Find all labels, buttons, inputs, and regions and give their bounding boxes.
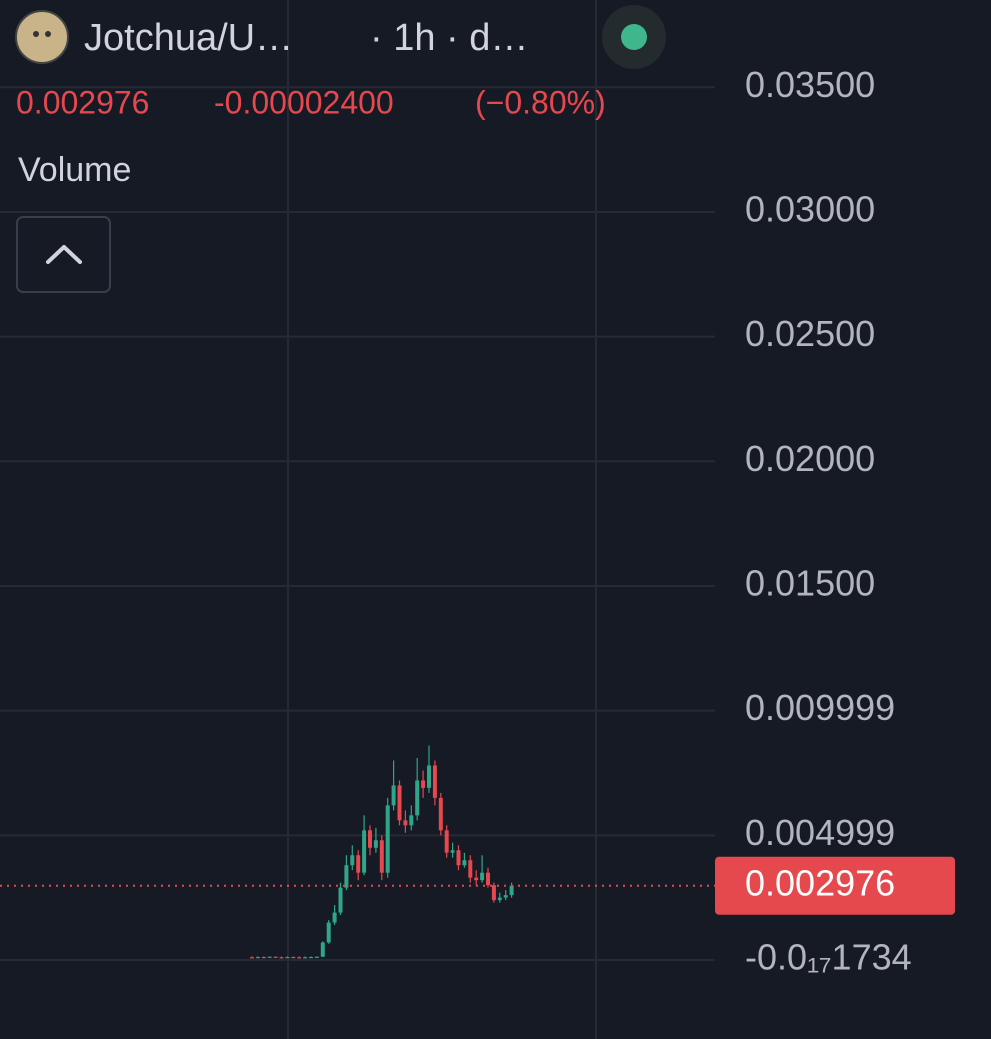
last-price-label: 0.002976 (745, 862, 895, 903)
candle-body (255, 956, 260, 959)
candle-body (356, 855, 361, 873)
candle-body (503, 895, 508, 898)
candle-body (385, 805, 390, 873)
candle-body (421, 780, 426, 788)
indicator-label: Volume (18, 151, 131, 189)
candle-body (450, 850, 455, 853)
candle-body (261, 956, 266, 959)
avatar-eye (33, 31, 39, 37)
candle-body (350, 855, 355, 866)
candle-body (491, 885, 496, 901)
y-tick-label: 0.01500 (745, 562, 875, 603)
y-tick-label: 0.009999 (745, 687, 895, 728)
candle-body (291, 956, 296, 959)
candle-body (427, 765, 431, 788)
y-tick-label: 0.004999 (745, 812, 895, 853)
candle-body (474, 877, 479, 881)
candle-body (297, 957, 302, 959)
last-price: 0.002976 (16, 84, 149, 120)
chevron-icon (46, 245, 82, 264)
candle-body (415, 780, 420, 816)
candle-body (250, 957, 254, 959)
avatar (15, 10, 69, 64)
grid (0, 86, 715, 961)
candle-body (320, 942, 325, 957)
candle-body (326, 922, 331, 943)
candle-body (309, 956, 313, 959)
candle-body (338, 887, 343, 913)
candle-body (373, 840, 378, 848)
candle-body (432, 765, 437, 798)
price-change: -0.00002400 (214, 84, 394, 120)
candle-body (368, 830, 372, 848)
candle-body (391, 785, 396, 806)
candle-body (462, 860, 467, 866)
y-tick-label: -0.0₁₇1734 (745, 936, 912, 977)
symbol[interactable]: Jotchua/U… (84, 17, 293, 59)
status-dot (621, 24, 647, 50)
candle-body (444, 830, 449, 853)
candle-body (403, 820, 408, 826)
y-tick-label: 0.03500 (745, 64, 875, 105)
price-change-percent: (−0.80%) (475, 84, 606, 120)
candle-body (468, 860, 473, 878)
candle-body (456, 850, 461, 866)
candle-body (438, 797, 443, 831)
candle-body (486, 872, 490, 886)
candle-body (303, 957, 308, 959)
price-axis: 0.03500 0.03000 0.02500 0.02000 0.01500 0.009… (715, 64, 955, 977)
y-tick-label: 0.02000 (745, 438, 875, 479)
interval[interactable]: · 1h · d… (370, 17, 528, 59)
candle-body (497, 897, 502, 901)
avatar-eye (45, 31, 51, 37)
candle-body (409, 815, 414, 826)
collapse-button[interactable] (16, 216, 111, 293)
candle-body (332, 912, 337, 923)
candles (0, 745, 715, 959)
y-tick-label: 0.03000 (745, 188, 875, 229)
candle-body (344, 865, 349, 888)
candle-body (267, 956, 272, 958)
candle-body (397, 785, 402, 821)
candle-body (285, 956, 290, 959)
candle-body (480, 872, 485, 881)
last-price-badge (715, 856, 955, 915)
candle-body (273, 956, 278, 958)
candle-body (509, 885, 514, 896)
candle-body (379, 840, 384, 873)
candle-body (362, 830, 367, 873)
y-tick-label: 0.02500 (745, 313, 875, 354)
candle-body (314, 956, 319, 958)
candle-body (279, 957, 284, 959)
